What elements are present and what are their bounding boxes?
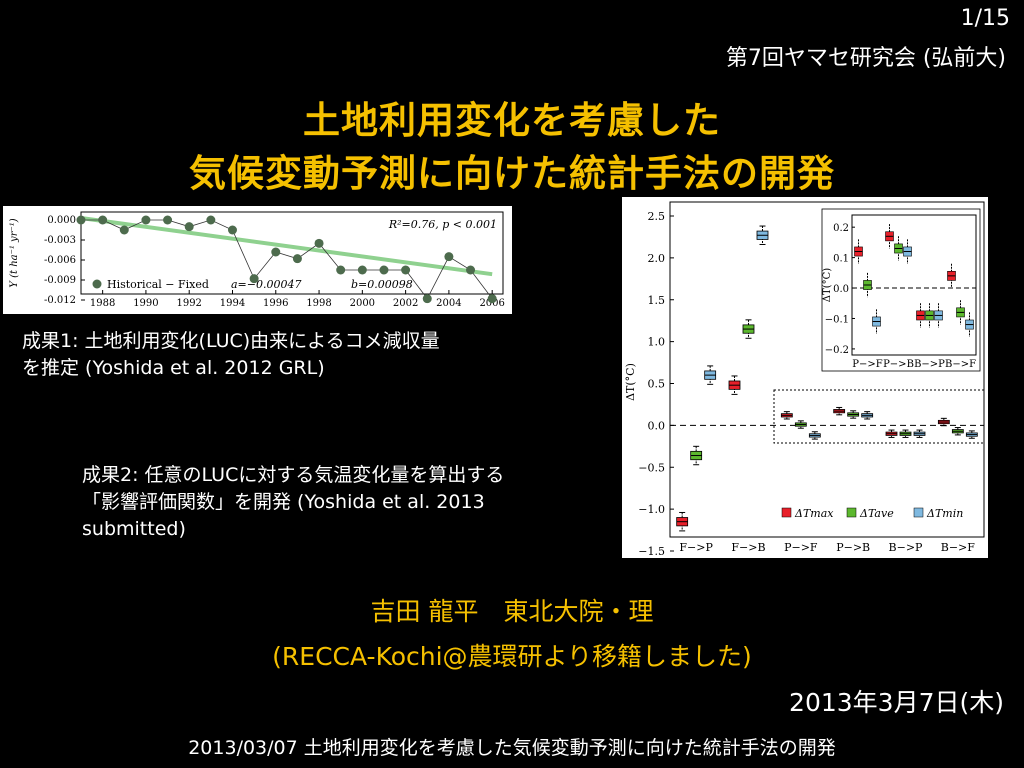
chart1-point	[98, 215, 108, 225]
inset-frame	[851, 214, 977, 356]
footer: 2013/03/07 土地利用変化を考慮した気候変動予測に向けた統計手法の開発	[188, 737, 836, 759]
chart2-xtick-label: B−>F	[941, 541, 976, 554]
chart1-point	[249, 274, 259, 284]
chart1-xtick-label: 1998	[306, 298, 331, 309]
chart1-ytick-label: -0.003	[44, 235, 76, 246]
chart1-legend-b: b=0.00098	[351, 278, 413, 291]
result-2: 成果2: 任意のLUCに対する気温変化量を算出する 「影響評価関数」を開発 (Y…	[82, 462, 622, 543]
chart1-legend-label: Historical − Fixed	[107, 278, 209, 291]
chart1-legend-marker	[92, 279, 102, 289]
chart1-point	[487, 294, 497, 304]
boxplot-svg: 2.5 2.0 1.5 1.0 0.5 0.0 −0.5 −1.0 −1.5 ΔT(°C) F−>P…	[624, 201, 985, 558]
inset-xtick-label: P−>F	[852, 359, 882, 370]
page-number: 1/15	[960, 6, 1010, 31]
chart1-point	[206, 215, 216, 225]
chart2-legend-swatch	[781, 507, 792, 518]
chart2-zoom-region	[773, 389, 985, 444]
chart1-point	[184, 222, 194, 232]
chart1-ytick-label: 0.000	[47, 215, 76, 226]
chart2-ytick-label: 0.5	[648, 378, 666, 391]
chart1-point	[227, 225, 237, 235]
temperature-change-boxplot: 2.5 2.0 1.5 1.0 0.5 0.0 −0.5 −1.0 −1.5 ΔT(°C) F−>P…	[622, 197, 988, 558]
chart1-point	[357, 265, 367, 275]
result1-line1: 成果1: 土地利用変化(LUC)由来によるコメ減収量	[22, 330, 440, 352]
chart2-frame	[669, 201, 985, 538]
chart1-xtick-label: 2000	[350, 298, 375, 309]
chart2-ytick-label: −1.0	[638, 503, 665, 516]
chart1-xtick-label: 2002	[393, 298, 418, 309]
chart1-point	[444, 252, 454, 262]
chart2-xtick-label: F−>P	[679, 541, 713, 554]
chart2-legend-label: ΔTave	[859, 507, 894, 520]
affiliation-note: (RECCA-Kochi@農環研より移籍しました)	[272, 642, 752, 671]
result1-line2: を推定 (Yoshida et al. 2012 GRL)	[22, 357, 325, 379]
inset-ytick-label: 0.0	[833, 284, 849, 295]
result2-line2: 「影響評価関数」を開発 (Yoshida et al. 2013	[82, 491, 485, 513]
chart2-ytick-label: −0.5	[638, 461, 665, 474]
chart2-legend-label: ΔTmax	[794, 507, 834, 520]
inset-ylabel: ΔT(°C)	[822, 268, 833, 302]
chart1-point	[336, 265, 346, 275]
chart1-point	[163, 215, 173, 225]
chart1-xtick-label: 1990	[133, 298, 158, 309]
chart1-point	[141, 215, 151, 225]
inset-xtick-label: P−>B	[883, 359, 914, 370]
chart2-ytick-label: 1.5	[648, 294, 666, 307]
yield-trend-chart: 0.000 -0.003 -0.006 -0.009 -0.012 1988 1990 199…	[3, 206, 512, 314]
result-1: 成果1: 土地利用変化(LUC)由来によるコメ減収量 を推定 (Yoshida …	[22, 328, 582, 382]
inset-ytick-label: 0.1	[833, 254, 849, 265]
chart1-point	[379, 265, 389, 275]
chart1-point	[314, 238, 324, 248]
chart1-xtick-label: 2006	[479, 298, 504, 309]
chart1-point	[119, 225, 129, 235]
result2-line3: submitted)	[82, 518, 186, 540]
chart1-xtick-label: 1988	[90, 298, 115, 309]
chart1-point	[292, 254, 302, 264]
inset-ytick-label: −0.1	[825, 314, 849, 325]
chart2-xtick-label: B−>P	[889, 541, 924, 554]
chart1-frame	[80, 211, 504, 295]
chart2-xtick-label: P−>B	[836, 541, 870, 554]
chart2-legend-swatch	[913, 507, 924, 518]
chart1-point	[401, 265, 411, 275]
chart2-ytick-label: 1.0	[648, 336, 666, 349]
chart2-ylabel: ΔT(°C)	[624, 363, 637, 401]
chart2-legend-swatch	[846, 507, 857, 518]
chart1-annotation: R²=0.76, p < 0.001	[388, 218, 497, 231]
chart1-ytick-label: -0.009	[44, 275, 76, 286]
chart1-trend-line	[80, 216, 493, 277]
chart1-point	[271, 247, 281, 257]
chart1-xtick-label: 1994	[220, 298, 245, 309]
meeting-name: 第7回ヤマセ研究会 (弘前大)	[725, 46, 1006, 71]
chart1-point	[422, 294, 432, 304]
presentation-date: 2013年3月7日(木)	[789, 688, 1004, 717]
chart1-point	[466, 265, 476, 275]
slide-title-line1: 土地利用変化を考慮した	[303, 99, 721, 142]
result2-line1: 成果2: 任意のLUCに対する気温変化量を算出する	[82, 464, 505, 486]
chart1-xtick-label: 1996	[263, 298, 288, 309]
inset-xtick-label: B−>P	[914, 359, 945, 370]
chart2-ytick-label: 2.0	[648, 252, 666, 265]
chart2-xtick-label: P−>F	[784, 541, 818, 554]
chart2-xtick-label: F−>B	[731, 541, 765, 554]
chart1-point	[76, 215, 86, 225]
chart1-xtick-label: 1992	[176, 298, 201, 309]
yield-trend-svg: 0.000 -0.003 -0.006 -0.009 -0.012 1988 1990 199…	[9, 211, 505, 309]
chart1-ytick-label: -0.006	[44, 255, 76, 266]
chart2-ytick-label: 0.0	[648, 419, 666, 432]
inset-xtick-label: B−>F	[945, 359, 976, 370]
inset-panel	[821, 208, 981, 372]
chart1-ylabel: Y (t ha⁻¹ yr⁻¹)	[9, 218, 20, 287]
chart2-legend-label: ΔTmin	[926, 507, 963, 520]
inset-ytick-label: −0.2	[825, 345, 849, 356]
author: 吉田 龍平 東北大院・理	[370, 597, 654, 626]
chart2-ytick-label: −1.5	[638, 545, 665, 558]
chart1-legend-a: a=−0.00047	[231, 278, 301, 291]
chart1-xtick-label: 2004	[436, 298, 461, 309]
slide-title-line2: 気候変動予測に向けた統計手法の開発	[189, 152, 835, 195]
inset-ytick-label: 0.2	[833, 223, 849, 234]
chart1-ytick-label: -0.012	[44, 295, 76, 306]
chart2-ytick-label: 2.5	[648, 210, 666, 223]
